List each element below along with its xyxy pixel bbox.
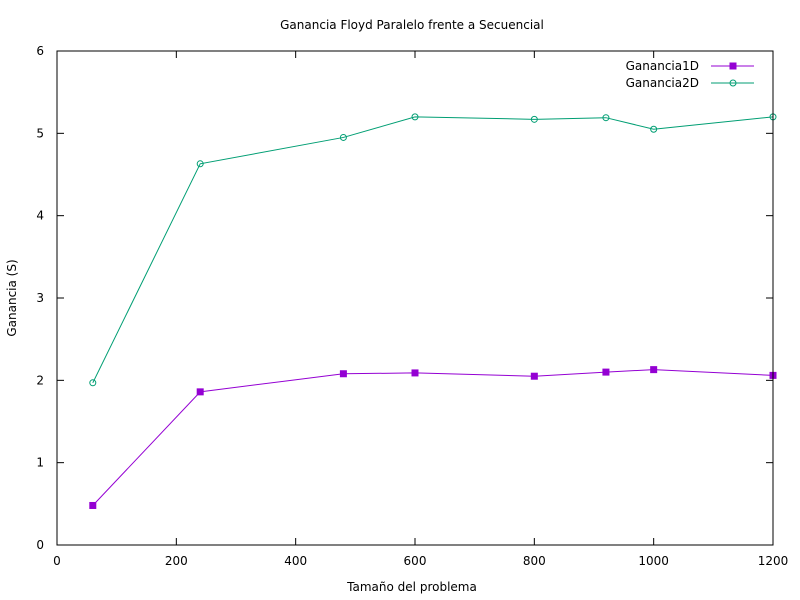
x-tick-label: 1200 [758, 554, 789, 568]
legend-entry: Ganancia1D [626, 59, 754, 73]
y-tick-label: 5 [36, 126, 44, 140]
data-point [530, 372, 538, 380]
data-point [602, 114, 610, 122]
x-tick-label: 1000 [638, 554, 669, 568]
plot-frame [56, 50, 774, 546]
x-tick-label: 0 [53, 554, 61, 568]
y-tick-label: 3 [36, 291, 44, 305]
legend-entry: Ganancia2D [626, 76, 754, 90]
data-point [729, 79, 737, 87]
y-tick-label: 4 [36, 209, 44, 223]
y-tick-label: 2 [36, 373, 44, 387]
data-point [89, 379, 97, 387]
legend-label: Ganancia2D [626, 76, 699, 90]
x-tick-label: 600 [404, 554, 427, 568]
y-tick-label: 1 [36, 456, 44, 470]
data-point [196, 160, 204, 168]
series-line [92, 369, 774, 506]
y-tick-label: 6 [36, 44, 44, 58]
legend-label: Ganancia1D [626, 59, 699, 73]
series-ganancia1d [89, 366, 777, 509]
data-point [650, 366, 658, 374]
data-point [602, 368, 610, 376]
x-tick-label: 800 [523, 554, 546, 568]
data-point [650, 125, 658, 133]
data-point [89, 501, 97, 509]
x-axis-label: Tamaño del problema [346, 580, 477, 594]
series-line [92, 116, 774, 384]
data-point [729, 62, 737, 70]
chart-title: Ganancia Floyd Paralelo frente a Secuenc… [280, 18, 544, 32]
y-axis-label: Ganancia (S) [5, 259, 19, 336]
data-point [411, 113, 419, 121]
data-point [530, 115, 538, 123]
data-point [339, 133, 347, 141]
data-point [339, 370, 347, 378]
data-point [411, 369, 419, 377]
series-ganancia2d [89, 113, 777, 387]
x-tick-label: 200 [165, 554, 188, 568]
x-tick-label: 400 [284, 554, 307, 568]
y-tick-label: 0 [36, 538, 44, 552]
data-point [196, 388, 204, 396]
